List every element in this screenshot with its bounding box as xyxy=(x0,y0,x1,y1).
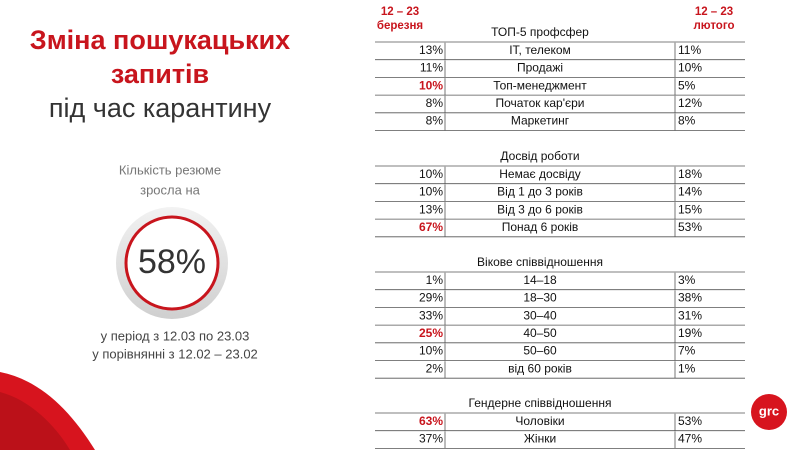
subtitle: під час карантину xyxy=(49,93,272,123)
stat-note: у період з 12.03 по 23.03 xyxy=(101,328,250,343)
march-value: 10% xyxy=(419,344,443,358)
title: запитів xyxy=(111,59,209,89)
row-label: Продажі xyxy=(517,61,563,75)
march-value: 10% xyxy=(419,185,443,199)
march-value: 10% xyxy=(419,78,443,92)
row-label: Немає досвіду xyxy=(499,167,580,181)
february-value: 10% xyxy=(678,61,702,75)
row-label: Топ-менеджмент xyxy=(493,78,587,92)
march-value: 29% xyxy=(419,291,443,305)
february-value: 1% xyxy=(678,361,696,375)
row-label: Початок кар'єри xyxy=(496,96,585,110)
stat-note: у порівнянні з 12.02 – 23.02 xyxy=(92,346,258,361)
row-label: Понад 6 років xyxy=(502,220,579,234)
decor-shape xyxy=(0,392,70,450)
march-value: 63% xyxy=(419,414,443,428)
february-value: 8% xyxy=(678,114,696,128)
march-value: 37% xyxy=(419,432,443,446)
row-label: Від 3 до 6 років xyxy=(497,202,583,216)
february-value: 15% xyxy=(678,202,702,216)
row-label: Жінки xyxy=(524,432,556,446)
stat-circle xyxy=(124,215,220,311)
row-label: Від 1 до 3 років xyxy=(497,185,583,199)
march-value: 67% xyxy=(419,220,443,234)
row-label: Маркетинг xyxy=(511,114,570,128)
march-value: 11% xyxy=(420,61,443,75)
row-label: 18–30 xyxy=(523,291,557,305)
march-value: 8% xyxy=(426,96,444,110)
section-title: Гендерне співвідношення xyxy=(469,396,612,410)
february-value: 14% xyxy=(678,185,702,199)
march-value: 13% xyxy=(419,43,443,57)
march-value: 8% xyxy=(426,114,444,128)
february-value: 53% xyxy=(678,220,702,234)
column-header: 12 – 23 xyxy=(695,6,733,18)
february-value: 7% xyxy=(678,344,696,358)
march-value: 13% xyxy=(419,202,443,216)
row-label: 30–40 xyxy=(523,308,557,322)
stat-value: 58% xyxy=(138,243,206,281)
row-label: від 60 років xyxy=(508,361,572,375)
stat-caption: зросла на xyxy=(140,182,201,197)
column-header: 12 – 23 xyxy=(381,6,419,18)
february-value: 38% xyxy=(678,291,702,305)
february-value: 53% xyxy=(678,414,702,428)
logo-badge xyxy=(751,394,787,430)
february-value: 18% xyxy=(678,167,702,181)
february-value: 3% xyxy=(678,273,696,287)
logo: grc xyxy=(759,403,779,418)
february-value: 11% xyxy=(678,43,701,57)
section-title: Вікове співвідношення xyxy=(477,255,603,269)
section-title: ТОП-5 профсфер xyxy=(491,25,589,39)
row-label: 40–50 xyxy=(523,326,557,340)
march-value: 25% xyxy=(419,326,443,340)
column-header: березня xyxy=(377,20,423,32)
march-value: 1% xyxy=(426,273,444,287)
section-title: Досвід роботи xyxy=(500,149,579,163)
row-label: IT, телеком xyxy=(509,43,571,57)
march-value: 2% xyxy=(426,361,444,375)
column-header: лютого xyxy=(693,20,734,32)
stat-caption: Кількість резюме xyxy=(119,162,221,177)
february-value: 19% xyxy=(678,326,702,340)
march-value: 33% xyxy=(419,308,443,322)
february-value: 5% xyxy=(678,78,696,92)
february-value: 31% xyxy=(678,308,702,322)
row-label: 50–60 xyxy=(523,344,557,358)
title: Зміна пошукацьких xyxy=(30,25,290,55)
february-value: 47% xyxy=(678,432,702,446)
row-label: Чоловіки xyxy=(515,414,564,428)
february-value: 12% xyxy=(678,96,702,110)
march-value: 10% xyxy=(419,167,443,181)
row-label: 14–18 xyxy=(523,273,557,287)
